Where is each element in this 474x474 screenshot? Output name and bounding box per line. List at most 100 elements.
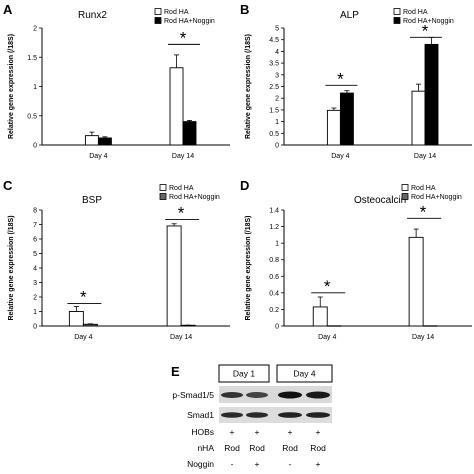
bar <box>424 43 439 146</box>
significance-star: * <box>337 69 344 88</box>
legend-swatch <box>154 17 162 24</box>
hobs-label: HOBs <box>191 427 214 437</box>
y-tick-label: 0.5 <box>269 131 279 138</box>
smad1-band-1 <box>221 412 243 418</box>
chart-title: ALP <box>340 10 359 21</box>
bar <box>411 90 426 146</box>
significance-star: * <box>180 28 187 47</box>
day1-header-box <box>218 364 270 383</box>
y-tick-label: 0 <box>33 324 37 331</box>
bar <box>166 225 182 327</box>
chart-title: BSP <box>82 195 102 206</box>
psmad-band-2 <box>246 392 268 398</box>
legend-label: Rod HA <box>169 185 194 192</box>
y-axis-label: Relative gene expression (/18S) <box>8 215 15 320</box>
y-tick-label: 0.8 <box>269 257 279 264</box>
chart-title: Osteocalcin <box>354 195 406 206</box>
y-tick-label: 2 <box>33 26 37 33</box>
hobs-lane-3: + <box>288 427 293 437</box>
bar <box>97 137 112 146</box>
y-tick-label: 1 <box>33 309 37 316</box>
legend-label: Rod HA+Noggin <box>411 194 462 201</box>
y-tick-label: 5 <box>33 251 37 258</box>
x-category-label: Day 14 <box>412 334 434 341</box>
chart-title: Runx2 <box>78 10 107 21</box>
y-tick-label: 0.2 <box>269 307 279 314</box>
noggin-lane-4: + <box>316 459 321 469</box>
legend-label: Rod HA+Noggin <box>164 18 215 25</box>
day4-header-box <box>276 364 333 383</box>
bar <box>339 92 354 146</box>
significance-star: * <box>422 21 429 40</box>
y-tick-label: 2 <box>275 96 279 103</box>
row-label-psmad: p-Smad1/5 <box>172 390 214 400</box>
noggin-label: Noggin <box>187 459 214 469</box>
legend-swatch <box>393 17 401 24</box>
hobs-lane-4: + <box>316 427 321 437</box>
y-tick-label: 2 <box>33 295 37 302</box>
legend-swatch <box>159 184 167 191</box>
panel-label-a: A <box>3 2 13 17</box>
y-axis-label: Relative gene expression (/18S) <box>245 34 252 139</box>
smad1-band-2 <box>246 412 268 418</box>
y-tick-label: 3 <box>275 72 279 79</box>
y-tick-label: 0 <box>275 143 279 150</box>
smad1-band-4 <box>306 412 330 418</box>
y-tick-label: 1 <box>275 241 279 248</box>
bar <box>68 311 84 327</box>
nha-lane-2: Rod <box>249 443 265 453</box>
x-category-label: Day 14 <box>414 153 436 160</box>
legend-swatch <box>159 193 167 200</box>
noggin-lane-1: - <box>231 459 234 469</box>
panel-a-runx2-chart: Runx2 Rod HA Rod HA+Noggin Relative gene ex… <box>8 8 230 160</box>
bar <box>182 121 197 146</box>
y-tick-label: 3.5 <box>269 61 279 68</box>
legend-swatch <box>401 184 409 191</box>
legend-swatch <box>401 193 409 200</box>
bar <box>408 236 424 327</box>
panel-label-d: D <box>240 178 249 193</box>
smad1-membrane <box>219 407 332 423</box>
y-tick-label: 4 <box>33 266 37 273</box>
legend-label: Rod HA+Noggin <box>169 194 220 201</box>
y-tick-label: 7 <box>33 222 37 229</box>
significance-star: * <box>324 277 331 296</box>
legend-swatch <box>393 8 401 15</box>
psmad-band-1 <box>221 392 243 398</box>
legend-label: Rod HA <box>411 185 436 192</box>
y-tick-label: 1.5 <box>27 55 37 62</box>
y-tick-label: 2.5 <box>269 84 279 91</box>
significance-star: * <box>80 288 87 307</box>
y-tick-label: 0.4 <box>269 290 279 297</box>
x-category-label: Day 4 <box>74 334 92 341</box>
y-tick-label: 1 <box>33 84 37 91</box>
y-tick-label: 0.6 <box>269 274 279 281</box>
bar <box>326 109 341 146</box>
panel-label-b: B <box>240 2 249 17</box>
x-category-label: Day 14 <box>172 153 194 160</box>
psmad-band-3 <box>278 391 302 399</box>
day4-header: Day 4 <box>293 369 315 379</box>
panel-b-alp-chart: ALP Rod HA Rod HA+Noggin Relative gene expr… <box>245 8 472 160</box>
legend-label: Rod HA <box>164 9 189 16</box>
y-tick-label: 8 <box>33 208 37 215</box>
panel-label-e: E <box>171 364 180 379</box>
smad1-band-3 <box>278 412 302 418</box>
panel-c-bsp-chart: BSP Rod HA Rod HA+Noggin Relative gene expr… <box>8 184 230 341</box>
y-tick-label: 1.4 <box>269 208 279 215</box>
y-tick-label: 1.2 <box>269 224 279 231</box>
bar <box>312 306 328 327</box>
nha-lane-3: Rod <box>282 443 298 453</box>
bar <box>84 135 99 146</box>
y-tick-label: 1.5 <box>269 107 279 114</box>
y-tick-label: 0.5 <box>27 113 37 120</box>
day1-header: Day 1 <box>233 369 255 379</box>
legend-swatch <box>154 8 162 15</box>
nha-lane-1: Rod <box>224 443 240 453</box>
nha-label: nHA <box>197 443 214 453</box>
y-tick-label: 4.5 <box>269 37 279 44</box>
legend-label: Rod HA <box>403 9 428 16</box>
bar <box>82 323 98 327</box>
psmad-band-4 <box>306 391 330 399</box>
noggin-lane-3: - <box>289 459 292 469</box>
